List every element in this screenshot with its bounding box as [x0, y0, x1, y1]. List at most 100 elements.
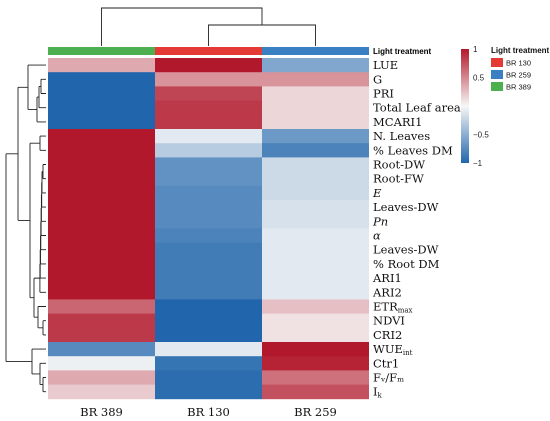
colorbar-gradient: [461, 49, 469, 163]
heatmap-cell: [155, 313, 262, 329]
heatmap-cell: [262, 313, 369, 329]
heatmap-cell: [48, 58, 155, 73]
heatmap-cells: [48, 58, 369, 400]
heatmap-cell: [48, 342, 155, 357]
row-label: ARI2: [372, 285, 402, 299]
row-label: PRI: [373, 87, 394, 101]
treatment-bar-segment: [262, 47, 369, 55]
column-label: BR 130: [187, 405, 230, 419]
row-label: WUEint: [373, 342, 413, 357]
heatmap-cell: [262, 285, 369, 300]
row-label: Ctr1: [373, 356, 399, 370]
heatmap-cell: [262, 256, 369, 272]
heatmap-cell: [48, 256, 155, 272]
column-dendrogram: [101, 7, 316, 46]
row-label: ARI1: [372, 271, 402, 285]
heatmap-cell: [155, 384, 262, 400]
row-label: G: [373, 72, 382, 86]
treatment-bar-label: Light treatment: [373, 47, 432, 56]
heatmap-cell: [155, 242, 262, 258]
row-label: Total Leaf area: [373, 101, 461, 115]
heatmap-cell: [155, 228, 262, 243]
heatmap-cell: [155, 143, 262, 158]
row-label: Pn: [372, 214, 388, 228]
heatmap-cell: [262, 86, 369, 101]
row-label: Root-FW: [373, 172, 424, 186]
heatmap-cell: [155, 58, 262, 73]
column-labels: BR 389 BR 130 BR 259: [80, 405, 337, 419]
row-label: E: [372, 186, 382, 200]
heatmap-cell: [262, 129, 369, 144]
row-label: N. Leaves: [373, 129, 430, 143]
heatmap-cell: [262, 214, 369, 229]
heatmap-cell: [262, 200, 369, 215]
row-label: ETRmax: [373, 300, 413, 315]
heatmap-cell: [48, 370, 155, 385]
heatmap-cell: [155, 86, 262, 101]
legend: Light treatment BR 130 BR 259 BR 389: [491, 46, 550, 92]
heatmap-cell: [155, 299, 262, 314]
legend-swatch: [491, 82, 503, 91]
heatmap-cell: [155, 100, 262, 116]
heatmap-cell: [262, 384, 369, 400]
heatmap-cell: [262, 171, 369, 187]
heatmap-cell: [262, 356, 369, 371]
treatment-bar: [48, 47, 369, 55]
heatmap-cell: [48, 242, 155, 258]
colorbar-tick-label: 0.5: [473, 74, 485, 83]
heatmap-cell: [155, 129, 262, 144]
heatmap-cell: [262, 228, 369, 243]
heatmap-cell: [262, 271, 369, 286]
column-label: BR 259: [294, 405, 337, 419]
legend-title: Light treatment: [491, 46, 550, 55]
colorbar-tick-label: 1: [473, 45, 478, 54]
heatmap-cell: [155, 157, 262, 172]
row-label: MCARI1: [373, 115, 422, 129]
legend-label: BR 130: [506, 59, 531, 68]
row-label: Fᵥ/Fₘ: [373, 371, 404, 385]
heatmap-cell: [48, 299, 155, 314]
heatmap-cell: [48, 356, 155, 371]
heatmap-cell: [262, 143, 369, 158]
colorbar: 1 0.5 −0.5 −1: [461, 45, 489, 168]
heatmap-cell: [262, 242, 369, 258]
heatmap-cell: [48, 384, 155, 400]
dendrogram-branch: [5, 64, 46, 393]
heatmap-cell: [48, 72, 155, 87]
legend-swatch: [491, 58, 503, 67]
row-label: α: [373, 229, 381, 243]
heatmap-cell: [155, 185, 262, 201]
heatmap-cell: [155, 72, 262, 87]
heatmap-cell: [48, 157, 155, 172]
heatmap-cell: [262, 58, 369, 73]
heatmap-cell: [262, 72, 369, 87]
heatmap-cell: [155, 370, 262, 385]
heatmap-cell: [48, 185, 155, 201]
row-label: Leaves-DW: [373, 243, 439, 257]
dendrogram-branch: [101, 7, 316, 46]
heatmap-cell: [262, 299, 369, 314]
heatmap-cell: [155, 214, 262, 229]
heatmap-cell: [48, 228, 155, 243]
heatmap-cell: [48, 129, 155, 144]
legend-label: BR 259: [506, 71, 531, 80]
heatmap-cell: [155, 114, 262, 130]
heatmap-cell: [155, 285, 262, 300]
column-label: BR 389: [80, 405, 123, 419]
legend-swatch: [491, 70, 503, 79]
heatmap-cell: [48, 100, 155, 116]
heatmap-cell: [262, 370, 369, 385]
row-label: Leaves-DW: [373, 200, 439, 214]
row-label: % Root DM: [373, 257, 440, 271]
heatmap-cell: [155, 356, 262, 371]
heatmap-cell: [155, 256, 262, 272]
heatmap-cell: [155, 200, 262, 215]
heatmap-cell: [48, 86, 155, 101]
row-label: Root-DW: [373, 158, 425, 172]
heatmap-cell: [262, 100, 369, 116]
heatmap-cell: [48, 313, 155, 329]
row-label: % Leaves DM: [373, 143, 453, 157]
heatmap-cell: [48, 327, 155, 343]
